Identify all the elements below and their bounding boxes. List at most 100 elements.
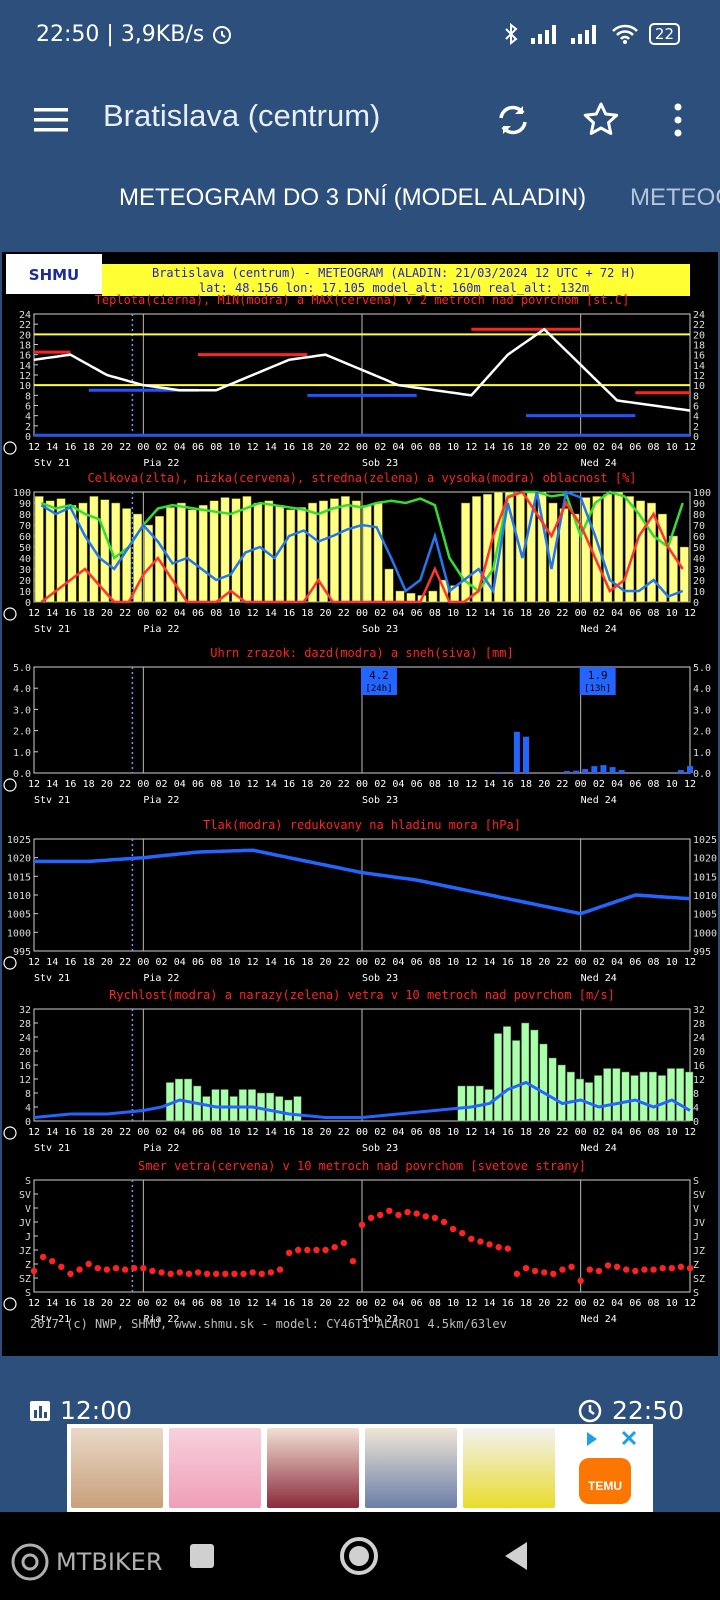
y-tick-label: JZ xyxy=(19,1246,31,1257)
day-label: Stv 21 xyxy=(34,1143,70,1154)
ad-product-image[interactable] xyxy=(267,1428,359,1508)
hour-label: 14 xyxy=(484,1298,496,1309)
hour-label: 22 xyxy=(338,1298,350,1309)
hour-label: 06 xyxy=(629,1298,641,1309)
hour-label: 10 xyxy=(447,608,459,619)
hour-label: 16 xyxy=(502,779,514,790)
refresh-button[interactable] xyxy=(489,96,537,144)
day-label: Stv 21 xyxy=(34,1314,70,1325)
hour-label: 12 xyxy=(465,442,477,453)
wind-direction-point xyxy=(30,1267,38,1275)
ad-product-image[interactable] xyxy=(71,1428,163,1508)
meteogram-header-title: Bratislava (centrum) - METEOGRAM (ALADIN… xyxy=(152,266,636,280)
hour-label: 02 xyxy=(374,1127,386,1138)
gust-bar xyxy=(238,1089,247,1122)
hour-label: 00 xyxy=(137,608,149,619)
day-label: Stv 21 xyxy=(34,973,70,984)
y-tick-label: 70 xyxy=(693,521,705,532)
gust-bar xyxy=(493,1033,502,1122)
wind-direction-point xyxy=(340,1239,347,1247)
hour-label: 00 xyxy=(575,779,587,790)
ad-product-image[interactable] xyxy=(463,1428,555,1508)
hour-label: 02 xyxy=(593,1127,605,1138)
cloud-total-bar xyxy=(647,502,656,603)
hour-label: 08 xyxy=(648,957,660,968)
precip-bar xyxy=(609,767,616,773)
home-icon[interactable] xyxy=(337,1534,381,1578)
cloud-total-bar xyxy=(657,513,667,603)
hour-label: 02 xyxy=(156,957,168,968)
day-label: Pia 22 xyxy=(143,624,179,635)
wind-direction-point xyxy=(468,1235,475,1242)
hour-label: 04 xyxy=(174,608,186,619)
tab-meteogram-3-days[interactable]: METEOGRAM DO 3 DNÍ (MODEL ALADIN) xyxy=(119,184,587,211)
ad-product-image[interactable] xyxy=(365,1428,457,1508)
more-button[interactable] xyxy=(654,96,702,144)
precip-bar xyxy=(582,769,589,773)
hour-label: 06 xyxy=(629,608,641,619)
y-tick-label: S xyxy=(25,1288,31,1299)
hour-label: 06 xyxy=(192,1127,204,1138)
hour-label: 00 xyxy=(356,608,368,619)
hour-label: 14 xyxy=(46,1298,58,1309)
wind-direction-point xyxy=(449,1225,457,1233)
tab-next[interactable]: METEOG xyxy=(630,184,720,211)
ad-product-image[interactable] xyxy=(169,1428,261,1508)
y-tick-label: 10 xyxy=(19,587,31,598)
hour-label: 06 xyxy=(629,957,641,968)
hour-label: 14 xyxy=(265,779,277,790)
hour-label: 14 xyxy=(265,957,277,968)
y-tick-label: 1.0 xyxy=(693,748,711,759)
y-tick-label: JZ xyxy=(693,1246,705,1257)
ad-close-icon xyxy=(621,1430,637,1446)
ad-banner[interactable]: TEMU xyxy=(67,1424,653,1512)
favorite-button[interactable] xyxy=(577,96,625,144)
menu-icon[interactable] xyxy=(34,102,70,138)
cloud-total-bar xyxy=(176,502,186,603)
hour-label: 08 xyxy=(648,1127,660,1138)
y-tick-label: 1000 xyxy=(7,928,31,939)
hour-label: 18 xyxy=(520,1298,532,1309)
ad-brand-logo[interactable]: TEMU xyxy=(561,1428,649,1508)
y-tick-label: 18 xyxy=(19,341,31,352)
gust-bar xyxy=(566,1071,575,1122)
y-tick-label: 70 xyxy=(19,521,31,532)
y-tick-label: S xyxy=(25,1176,31,1187)
day-label: Ned 24 xyxy=(581,795,617,806)
hour-label: 14 xyxy=(265,608,277,619)
hour-label: 16 xyxy=(283,442,295,453)
hour-label: 02 xyxy=(593,1298,605,1309)
precip-bar xyxy=(687,766,693,773)
hour-label: 14 xyxy=(46,779,58,790)
y-tick-label: 16 xyxy=(19,1061,31,1072)
hour-label: 20 xyxy=(320,608,332,619)
day-label: Ned 24 xyxy=(581,1143,617,1154)
wind-direction-point xyxy=(395,1211,402,1219)
hour-label: 00 xyxy=(137,1298,149,1309)
gust-bar xyxy=(676,1068,685,1122)
wind-direction-point xyxy=(650,1266,657,1273)
hour-label: 04 xyxy=(392,957,404,968)
back-icon[interactable] xyxy=(495,1534,539,1578)
hour-label: 14 xyxy=(46,957,58,968)
hour-label: 02 xyxy=(156,1298,168,1309)
day-label: Pia 22 xyxy=(143,1314,179,1325)
hour-label: 14 xyxy=(46,608,58,619)
hour-label: 18 xyxy=(301,442,313,453)
svg-text:TEMU: TEMU xyxy=(588,1479,622,1493)
y-tick-label: 8 xyxy=(693,391,699,402)
y-tick-label: SV xyxy=(19,1190,31,1201)
wind-direction-point xyxy=(304,1246,311,1254)
wind-direction-point xyxy=(285,1249,293,1256)
hour-label: 12 xyxy=(684,442,696,453)
hour-label: 10 xyxy=(228,1127,240,1138)
hour-label: 12 xyxy=(465,957,477,968)
cloud-total-bar xyxy=(297,507,307,603)
hour-label: 12 xyxy=(465,1298,477,1309)
gust-bar xyxy=(466,1085,475,1122)
recents-icon[interactable] xyxy=(180,1534,224,1578)
precip-bar xyxy=(591,766,598,773)
gust-bar xyxy=(503,1026,512,1122)
hour-label: 04 xyxy=(392,1127,404,1138)
hour-label: 06 xyxy=(629,779,641,790)
